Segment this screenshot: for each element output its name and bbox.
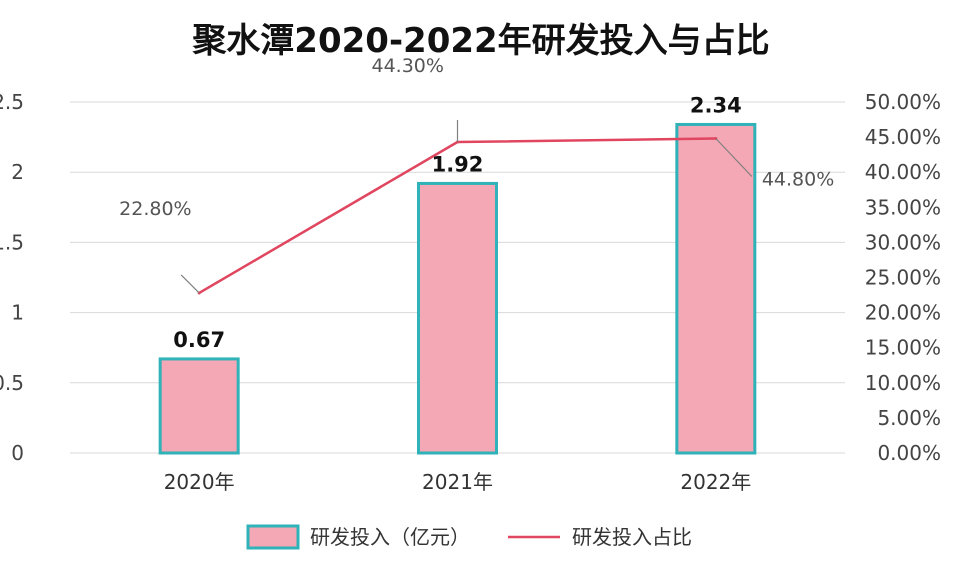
line-data-label: 44.30% (372, 55, 444, 77)
y-tick-label-left: 0.5 (0, 371, 24, 395)
line-data-label: 44.80% (762, 169, 834, 191)
bar-rd-investment (675, 122, 757, 455)
y-tick-label-right: 35.00% (865, 195, 941, 219)
y-tick-label-left: 1.5 (0, 230, 24, 254)
y-tick-label-left: 2.5 (0, 90, 24, 114)
y-tick-label-right: 30.00% (865, 230, 941, 254)
y-tick-label-right: 25.00% (865, 266, 941, 290)
y-tick-label-right: 45.00% (865, 125, 941, 149)
bar-rd-investment (417, 181, 498, 455)
bar-rd-investment (158, 357, 240, 455)
axis-layer: 0 0.5 1 1.5 2 2.5 0.00% 5.00% 10.00% 15.00% 20.00%… (0, 90, 941, 494)
y-tick-label-right: 50.00% (865, 90, 941, 114)
y-tick-label-right: 20.00% (865, 301, 941, 325)
legend: 研发投入（亿元） 研发投入占比 (246, 524, 692, 550)
y-tick-label-left: 0 (11, 441, 24, 465)
labels-layer: 0.67 1.92 2.34 22.80% 44.30% 44.80% (119, 55, 834, 352)
legend-label-line: 研发投入占比 (572, 525, 692, 549)
x-tick-label: 2022年 (680, 470, 751, 494)
y-tick-label-right: 10.00% (865, 371, 941, 395)
leader-line (715, 138, 753, 177)
y-tick-label-right: 5.00% (877, 406, 941, 430)
x-tick-label: 2021年 (422, 470, 493, 494)
bar-data-label: 2.34 (690, 93, 742, 117)
x-tick-label: 2020年 (164, 470, 235, 494)
y-tick-label-right: 0.00% (877, 441, 941, 465)
y-tick-label-right: 40.00% (865, 160, 941, 184)
legend-label-bar: 研发投入（亿元） (310, 525, 470, 549)
leader-line (180, 274, 200, 294)
legend-swatch-bar (246, 524, 300, 550)
chart-title: 聚水潭2020-2022年研发投入与占比 (191, 21, 769, 61)
line-data-label: 22.80% (119, 198, 191, 220)
y-tick-label-right: 15.00% (865, 336, 941, 360)
y-tick-label-left: 1 (11, 301, 24, 325)
bar-data-label: 1.92 (432, 152, 484, 176)
bars-layer (158, 122, 757, 455)
bar-data-label: 0.67 (173, 328, 225, 352)
y-tick-label-left: 2 (11, 160, 24, 184)
